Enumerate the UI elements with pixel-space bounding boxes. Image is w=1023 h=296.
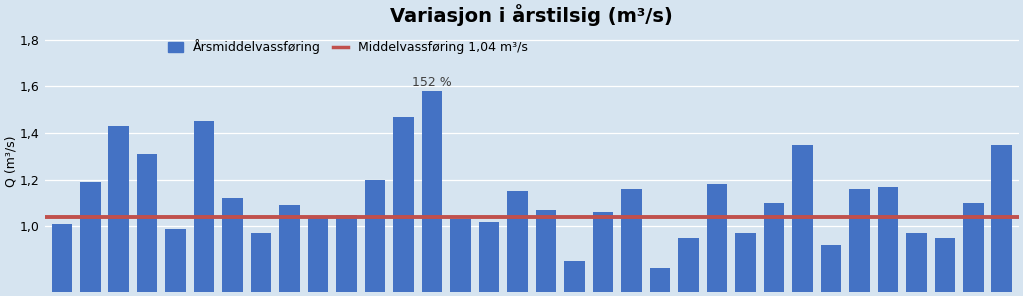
- Bar: [991, 145, 1012, 296]
- Bar: [736, 234, 756, 296]
- Bar: [878, 187, 898, 296]
- Bar: [279, 205, 300, 296]
- Bar: [678, 238, 699, 296]
- Bar: [849, 189, 870, 296]
- Bar: [108, 126, 129, 296]
- Bar: [365, 180, 386, 296]
- Bar: [308, 217, 328, 296]
- Bar: [337, 215, 357, 296]
- Legend: Årsmiddelvassføring, Middelvassføring 1,04 m³/s: Årsmiddelvassføring, Middelvassføring 1,…: [168, 39, 528, 54]
- Title: Variasjon i årstilsig (m³/s): Variasjon i årstilsig (m³/s): [391, 4, 673, 26]
- Bar: [763, 203, 784, 296]
- Bar: [792, 145, 812, 296]
- Bar: [479, 222, 499, 296]
- Bar: [222, 199, 242, 296]
- Bar: [137, 154, 158, 296]
- Bar: [592, 213, 613, 296]
- Text: 152 %: 152 %: [412, 76, 452, 89]
- Bar: [166, 229, 186, 296]
- Bar: [621, 189, 641, 296]
- Bar: [450, 220, 471, 296]
- Bar: [707, 184, 727, 296]
- Bar: [565, 261, 585, 296]
- Bar: [507, 192, 528, 296]
- Bar: [251, 234, 271, 296]
- Bar: [650, 268, 670, 296]
- Bar: [935, 238, 955, 296]
- Bar: [421, 91, 442, 296]
- Bar: [906, 234, 927, 296]
- Bar: [51, 224, 72, 296]
- Bar: [536, 210, 557, 296]
- Y-axis label: Q (m³/s): Q (m³/s): [4, 135, 17, 187]
- Bar: [393, 117, 414, 296]
- Bar: [80, 182, 100, 296]
- Bar: [194, 121, 215, 296]
- Bar: [820, 245, 841, 296]
- Bar: [963, 203, 983, 296]
